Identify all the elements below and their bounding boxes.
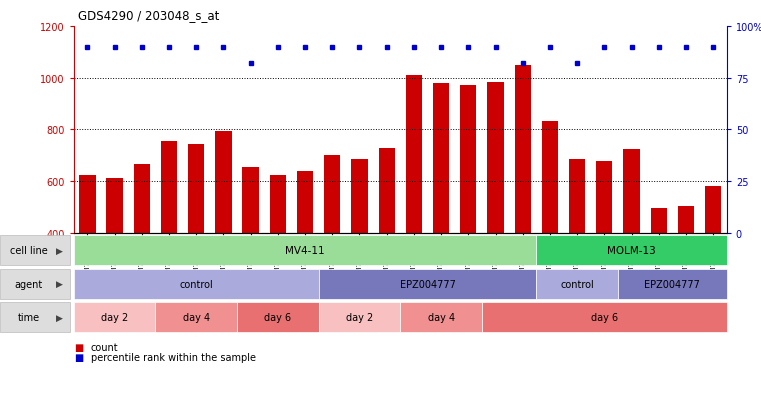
Bar xyxy=(651,208,667,233)
Bar xyxy=(269,176,286,233)
Text: cell line: cell line xyxy=(10,245,48,256)
Bar xyxy=(324,156,340,233)
Text: control: control xyxy=(560,279,594,289)
Bar xyxy=(487,83,504,233)
Bar xyxy=(378,148,395,233)
Bar xyxy=(514,66,531,233)
Text: day 2: day 2 xyxy=(101,312,129,323)
Bar xyxy=(243,168,259,233)
Bar xyxy=(161,142,177,233)
Bar xyxy=(188,144,205,233)
Bar xyxy=(134,165,150,233)
Bar xyxy=(623,150,640,233)
Bar xyxy=(542,122,558,233)
Bar xyxy=(107,178,123,233)
Bar xyxy=(460,86,476,233)
Text: count: count xyxy=(91,342,118,352)
Bar xyxy=(406,76,422,233)
Text: time: time xyxy=(18,312,40,323)
Text: ▶: ▶ xyxy=(56,246,63,255)
Text: percentile rank within the sample: percentile rank within the sample xyxy=(91,352,256,362)
Bar xyxy=(596,161,613,233)
Bar xyxy=(678,206,694,233)
Text: day 6: day 6 xyxy=(591,312,618,323)
Bar xyxy=(352,160,368,233)
Text: EPZ004777: EPZ004777 xyxy=(645,279,700,289)
Text: control: control xyxy=(180,279,213,289)
Text: day 4: day 4 xyxy=(183,312,210,323)
Bar xyxy=(705,187,721,233)
Text: ▶: ▶ xyxy=(56,313,63,322)
Bar xyxy=(79,176,96,233)
Text: ■: ■ xyxy=(74,352,83,362)
Text: MOLM-13: MOLM-13 xyxy=(607,245,656,256)
Text: ▶: ▶ xyxy=(56,280,63,288)
Text: day 6: day 6 xyxy=(264,312,291,323)
Text: day 2: day 2 xyxy=(345,312,373,323)
Text: agent: agent xyxy=(14,279,43,289)
Text: ■: ■ xyxy=(74,342,83,352)
Bar xyxy=(297,171,314,233)
Text: GDS4290 / 203048_s_at: GDS4290 / 203048_s_at xyxy=(78,9,219,22)
Bar xyxy=(215,132,231,233)
Text: MV4-11: MV4-11 xyxy=(285,245,325,256)
Bar xyxy=(569,160,585,233)
Bar xyxy=(433,84,449,233)
Text: EPZ004777: EPZ004777 xyxy=(400,279,455,289)
Text: day 4: day 4 xyxy=(428,312,454,323)
